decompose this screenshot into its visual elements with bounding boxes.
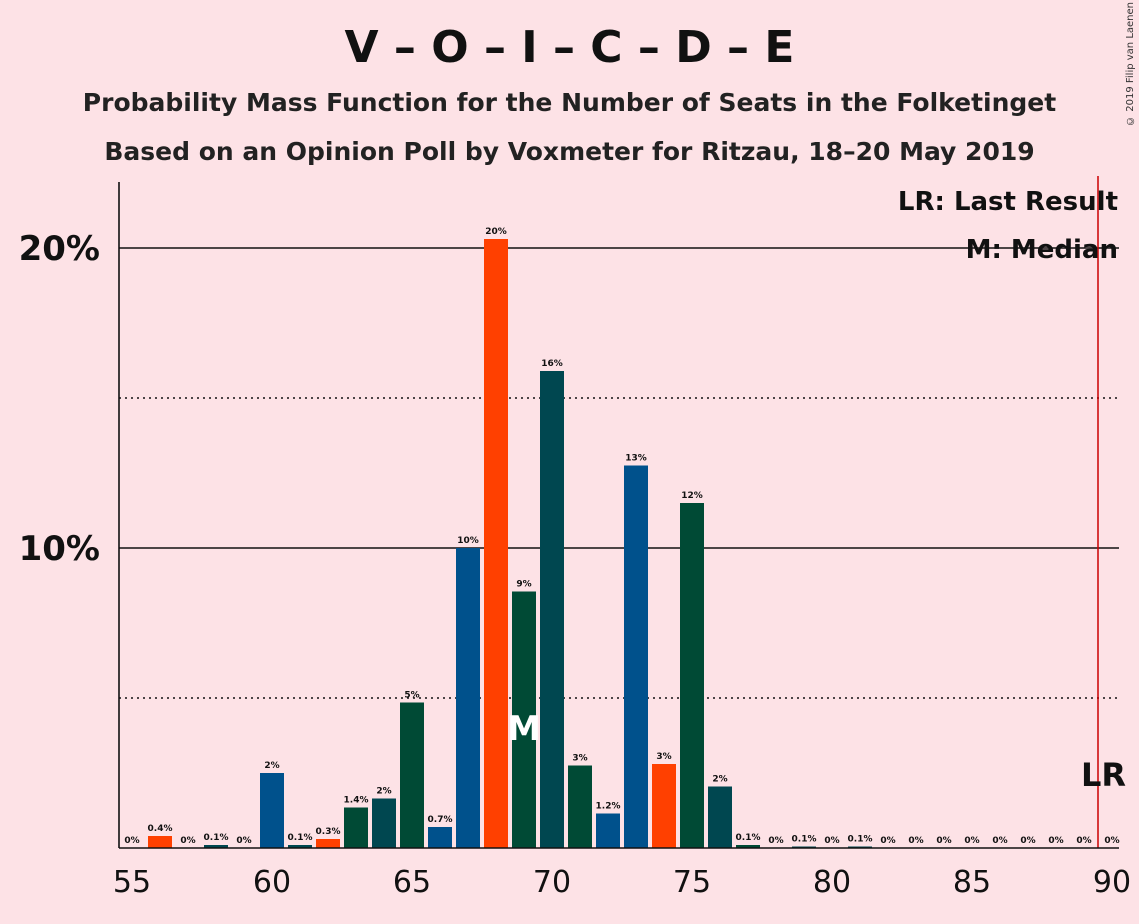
data-label: 0.1% [288, 833, 313, 843]
data-label: 2% [264, 761, 279, 771]
x-tick-label: 85 [953, 865, 991, 900]
data-label: 0% [124, 836, 139, 846]
bar-seat-71 [568, 765, 592, 848]
bar-seat-73 [624, 465, 648, 848]
x-tick-label: 70 [533, 865, 571, 900]
last-result-label: LR [1081, 756, 1126, 794]
data-label: 0% [880, 836, 895, 846]
bar-seat-58 [204, 845, 228, 848]
bar-seat-60 [260, 773, 284, 848]
bars [148, 239, 872, 848]
median-marker: M [507, 709, 541, 749]
x-tick-label: 60 [253, 865, 291, 900]
data-label: 9% [516, 580, 531, 590]
x-tick-label: 90 [1093, 865, 1131, 900]
y-tick-label: 20% [19, 229, 100, 269]
data-label: 0% [180, 836, 195, 846]
data-label: 0% [908, 836, 923, 846]
data-label: 0.3% [316, 827, 341, 837]
data-label: 3% [572, 754, 587, 764]
data-label: 0.4% [148, 824, 173, 834]
gridlines [119, 247, 1119, 699]
legend-last-result: LR: Last Result [898, 187, 1118, 217]
chart-title: V – O – I – C – D – E [344, 22, 795, 73]
bar-seat-70 [540, 371, 564, 848]
bar-seat-67 [456, 548, 480, 848]
axes: 10% 20% LR 55 60 65 70 75 80 85 90 [19, 176, 1131, 900]
data-labels: 0%0.4%0% 0.1% 0%2%0.1%0.3%1.4%2%5%0.7%10%2… [124, 227, 1119, 846]
bar-seat-68 [484, 239, 508, 848]
bar-seat-74 [652, 764, 676, 848]
x-tick-label: 75 [673, 865, 711, 900]
chart-subtitle-poll: Based on an Opinion Poll by Voxmeter for… [104, 137, 1035, 166]
data-label: 0% [236, 836, 251, 846]
bar-seat-56 [148, 836, 172, 848]
bar-seat-65 [400, 702, 424, 848]
bar-seat-75 [680, 503, 704, 848]
x-tick-label: 80 [813, 865, 851, 900]
data-label: 0% [824, 836, 839, 846]
data-label: 0% [1020, 836, 1035, 846]
bar-seat-63 [344, 807, 368, 848]
y-tick-label: 10% [19, 529, 100, 569]
data-label: 2% [712, 775, 727, 785]
bar-seat-76 [708, 786, 732, 848]
bar-seat-66 [428, 827, 452, 848]
data-label: 3% [656, 752, 671, 762]
data-label: 2% [376, 787, 391, 797]
bar-seat-62 [316, 839, 340, 848]
bar-seat-77 [736, 845, 760, 848]
data-label: 1.4% [344, 796, 369, 806]
data-label: 1.2% [596, 802, 621, 812]
data-label: 20% [485, 227, 507, 237]
data-label: 16% [541, 359, 563, 369]
bar-seat-64 [372, 798, 396, 848]
data-label: 0% [768, 836, 783, 846]
bar-seat-72 [596, 813, 620, 848]
data-label: 0% [1104, 836, 1119, 846]
chart-subtitle: Probability Mass Function for the Number… [82, 88, 1057, 117]
bar-seat-61 [288, 845, 312, 848]
x-tick-label: 55 [113, 865, 151, 900]
data-label: 0.1% [848, 835, 873, 845]
data-label: 0% [936, 836, 951, 846]
legend-median: M: Median [966, 235, 1118, 265]
data-label: 0.1% [736, 833, 761, 843]
data-label: 0.1% [204, 833, 229, 843]
data-label: 0% [992, 836, 1007, 846]
data-label: 10% [457, 536, 479, 546]
data-label: 0% [1076, 836, 1091, 846]
bar-seat-69 [512, 591, 536, 848]
data-label: 0% [964, 836, 979, 846]
data-label: 0% [1048, 836, 1063, 846]
x-tick-label: 65 [393, 865, 431, 900]
data-label: 0.7% [428, 815, 453, 825]
data-label: 12% [681, 491, 703, 501]
data-label: 0.1% [792, 835, 817, 845]
data-label: 13% [625, 454, 647, 464]
data-label: 5% [404, 691, 419, 701]
